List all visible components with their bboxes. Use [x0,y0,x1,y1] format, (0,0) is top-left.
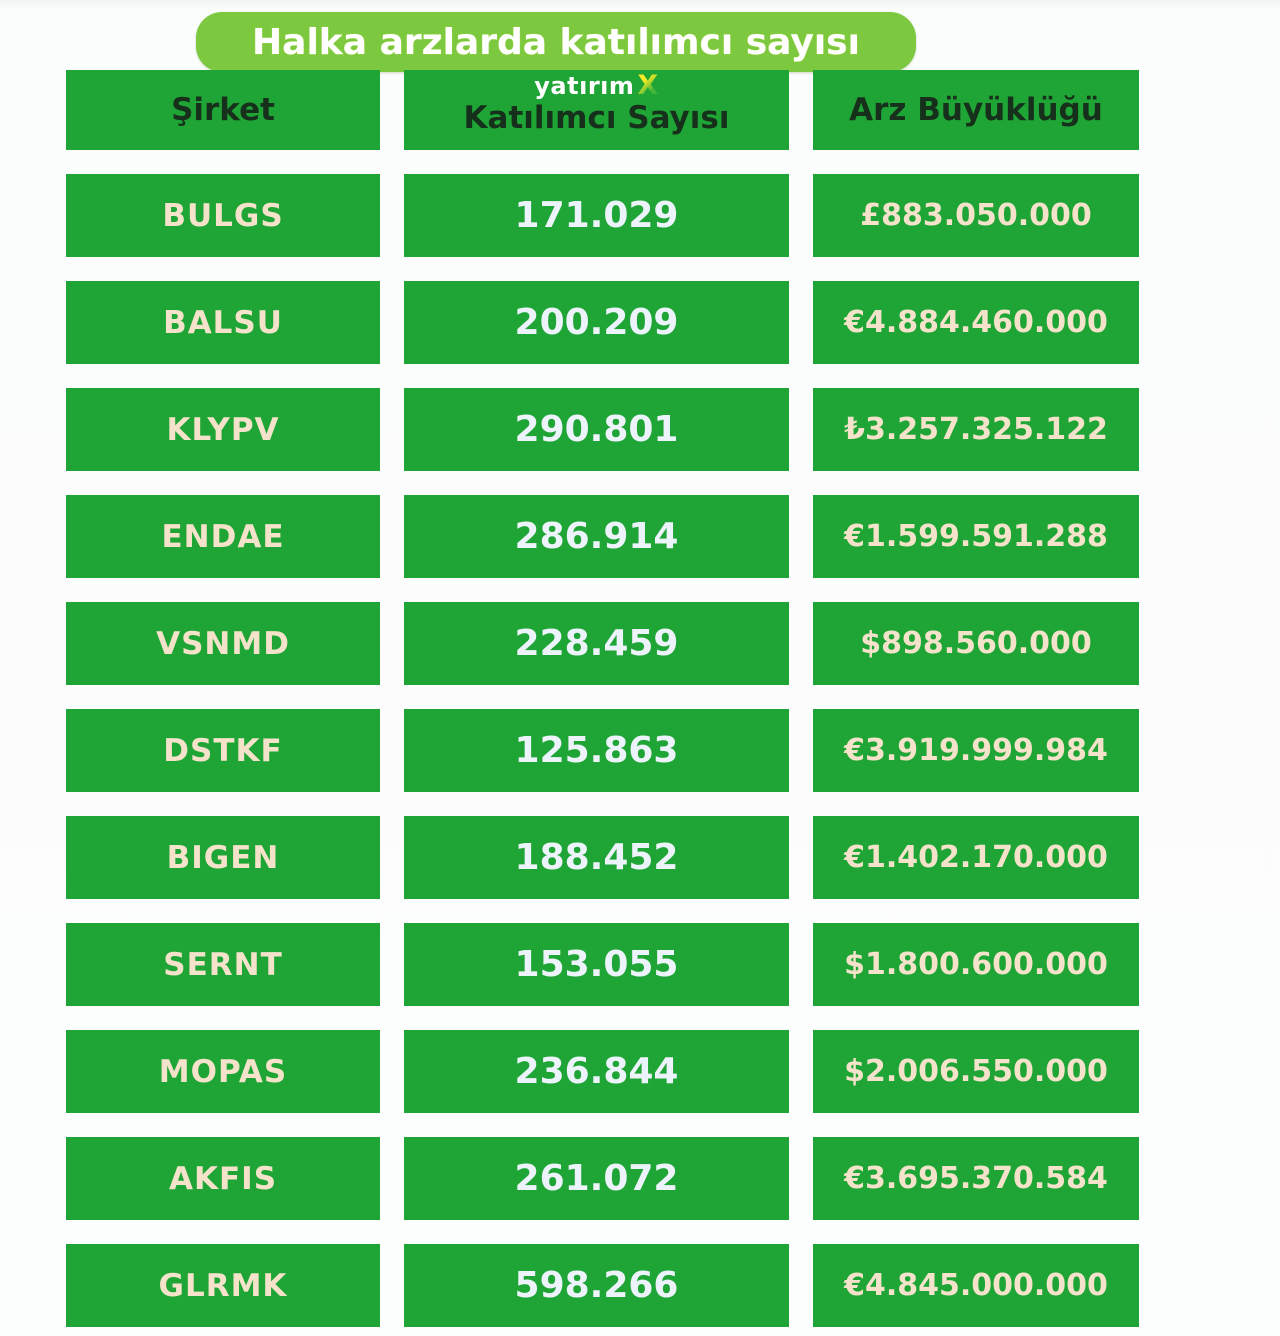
participants-cell: 236.844 [404,1030,789,1113]
participants-cell: 153.055 [404,923,789,1006]
participants-cell: 125.863 [404,709,789,792]
header-offering-size: Arz Büyüklüğü [813,70,1139,150]
page-title: Halka arzlarda katılımcı sayısı [252,21,860,63]
offering-size-cell: ₺3.257.325.122 [813,388,1139,471]
company-cell: BIGEN [66,816,380,899]
offering-size-cell: £883.050.000 [813,174,1139,257]
header-company: Şirket [66,70,380,150]
participants-cell: 188.452 [404,816,789,899]
offering-size-cell: €4.884.460.000 [813,281,1139,364]
participants-cell: 228.459 [404,602,789,685]
offering-size-cell: €1.402.170.000 [813,816,1139,899]
company-cell: BULGS [66,174,380,257]
offering-size-cell: $2.006.550.000 [813,1030,1139,1113]
header-company-label: Şirket [171,92,275,128]
logo-x-icon: X [637,70,659,101]
offering-size-cell: $1.800.600.000 [813,923,1139,1006]
participants-cell: 290.801 [404,388,789,471]
offering-size-cell: €3.919.999.984 [813,709,1139,792]
title-bubble: Halka arzlarda katılımcı sayısı [196,12,916,72]
header-offering-size-label: Arz Büyüklüğü [849,92,1103,128]
participants-cell: 261.072 [404,1137,789,1220]
company-cell: ENDAE [66,495,380,578]
company-cell: SERNT [66,923,380,1006]
participants-cell: 598.266 [404,1244,789,1327]
offering-size-cell: €3.695.370.584 [813,1137,1139,1220]
header-participants: yatırım X Katılımcı Sayısı [404,70,789,150]
company-cell: DSTKF [66,709,380,792]
participants-cell: 286.914 [404,495,789,578]
yatirimx-logo: yatırım X [534,70,659,101]
participants-cell: 200.209 [404,281,789,364]
logo-wordmark: yatırım [534,72,635,100]
company-cell: KLYPV [66,388,380,471]
participants-cell: 171.029 [404,174,789,257]
company-cell: BALSU [66,281,380,364]
company-cell: AKFIS [66,1137,380,1220]
company-cell: MOPAS [66,1030,380,1113]
offering-size-cell: $898.560.000 [813,602,1139,685]
company-cell: VSNMD [66,602,380,685]
offering-size-cell: €1.599.591.288 [813,495,1139,578]
ipo-table: Şirket yatırım X Katılımcı Sayısı Arz Büy… [66,70,1139,1327]
offering-size-cell: €4.845.000.000 [813,1244,1139,1327]
company-cell: GLRMK [66,1244,380,1327]
header-participants-label: Katılımcı Sayısı [463,100,730,136]
